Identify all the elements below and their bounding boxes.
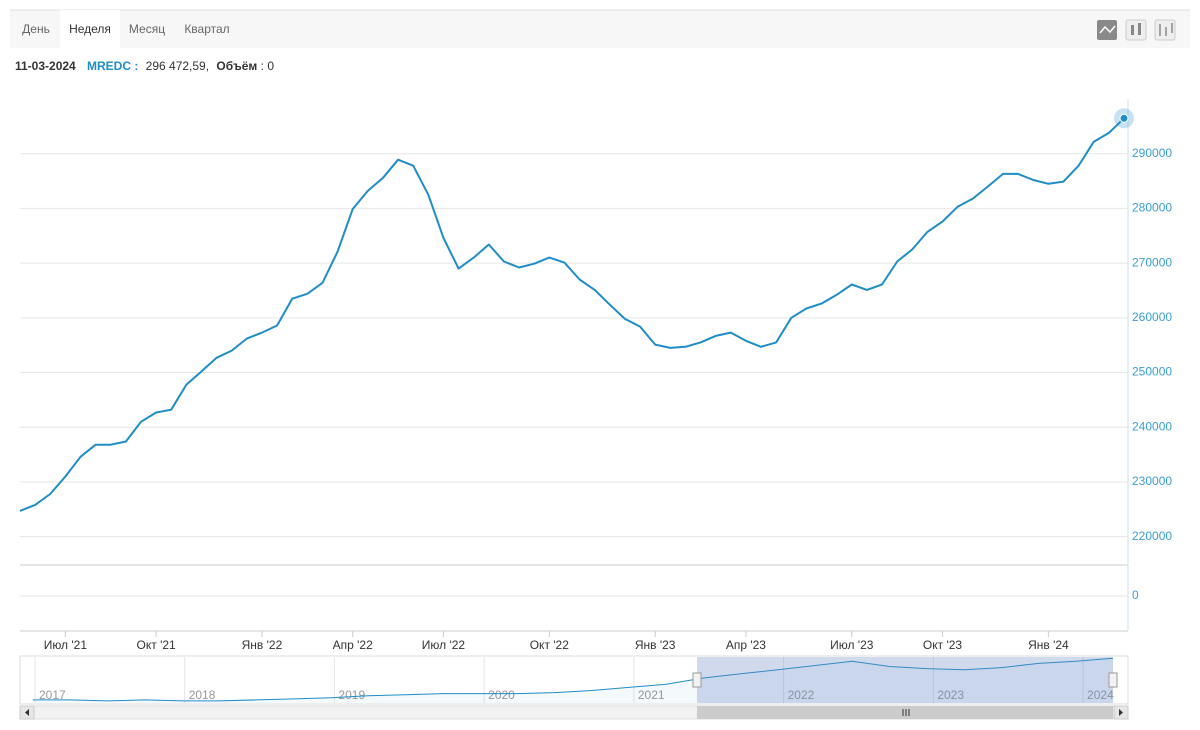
scroll-right-arrow — [1119, 709, 1123, 716]
x-tick-label: Апр '22 — [333, 638, 373, 652]
navigator: 2017 2018 2019 2020 2021 2022 2023 2024 — [33, 657, 1114, 703]
price-line — [19, 117, 1125, 512]
navigator-line — [33, 657, 1114, 702]
volume-tick-label: 0 — [1132, 588, 1139, 602]
y-tick-label: 290000 — [1132, 146, 1172, 160]
navigator-label: 2023 — [937, 688, 964, 702]
scrollbar-thumb[interactable] — [697, 706, 1113, 719]
navigator-selection[interactable] — [697, 657, 1113, 703]
tooltip-volume-label: Объём — [216, 59, 257, 73]
y-tick-label: 280000 — [1132, 201, 1172, 215]
y-tick-label: 220000 — [1132, 529, 1172, 543]
scrollbar-grip — [902, 709, 910, 716]
candle-chart-button[interactable] — [1125, 19, 1147, 41]
navigator-label: 2017 — [39, 688, 66, 702]
y-tick-label: 270000 — [1132, 255, 1172, 269]
tooltip-volume-value: : 0 — [261, 59, 275, 73]
line-icon — [1099, 25, 1116, 34]
tab[interactable]: Месяц — [129, 22, 165, 36]
x-tick-label: Окт '21 — [137, 638, 177, 652]
navigator-label: 2020 — [488, 688, 515, 702]
x-tick-label: Янв '23 — [635, 638, 676, 652]
tooltip-line: MREDC : 296 472,59, Объём : 0 — [87, 59, 274, 73]
tab[interactable]: Неделя — [69, 22, 111, 36]
tab-selected-bg — [60, 10, 120, 48]
x-tick-label: Янв '22 — [242, 638, 283, 652]
ohlc-icon — [1159, 23, 1173, 36]
scroll-left-arrow — [25, 709, 29, 716]
x-tick-label: Июл '23 — [830, 638, 874, 652]
y-tick-label: 260000 — [1132, 310, 1172, 324]
tooltip-value: 296 472,59, — [146, 59, 209, 73]
tab[interactable]: День — [22, 22, 50, 36]
navigator-frame — [19, 655, 1129, 705]
tooltip-series: MREDC : — [87, 59, 138, 73]
x-tick-label: Янв '24 — [1028, 638, 1069, 652]
tabs: День Неделя Месяц Квартал — [22, 10, 230, 48]
x-tick-label: Июл '22 — [422, 638, 466, 652]
navigator-handle[interactable] — [1108, 672, 1118, 688]
navigator-label: 2021 — [638, 688, 665, 702]
navigator-handle[interactable] — [692, 672, 702, 688]
navigator-label: 2018 — [189, 688, 216, 702]
toolbar — [10, 10, 1190, 48]
y-tick-label: 240000 — [1132, 419, 1172, 433]
navigator-label: 2019 — [338, 688, 365, 702]
x-tick-label: Окт '23 — [923, 638, 963, 652]
chart-type-buttons — [1097, 19, 1176, 41]
x-tick-label: Апр '23 — [726, 638, 766, 652]
navigator-label: 2024 — [1087, 688, 1114, 702]
x-tick-label: Окт '22 — [530, 638, 570, 652]
y-tick-label: 230000 — [1132, 474, 1172, 488]
navigator-area — [33, 658, 1113, 703]
navigator-label: 2022 — [788, 688, 815, 702]
x-tick-label: Июл '21 — [44, 638, 88, 652]
tab[interactable]: Квартал — [184, 22, 229, 36]
candle-icon — [1138, 23, 1141, 35]
last-point — [1119, 113, 1129, 123]
candle-icon — [1131, 25, 1134, 35]
y-tick-label: 250000 — [1132, 365, 1172, 379]
tooltip-date: 11-03-2024 — [15, 59, 76, 73]
